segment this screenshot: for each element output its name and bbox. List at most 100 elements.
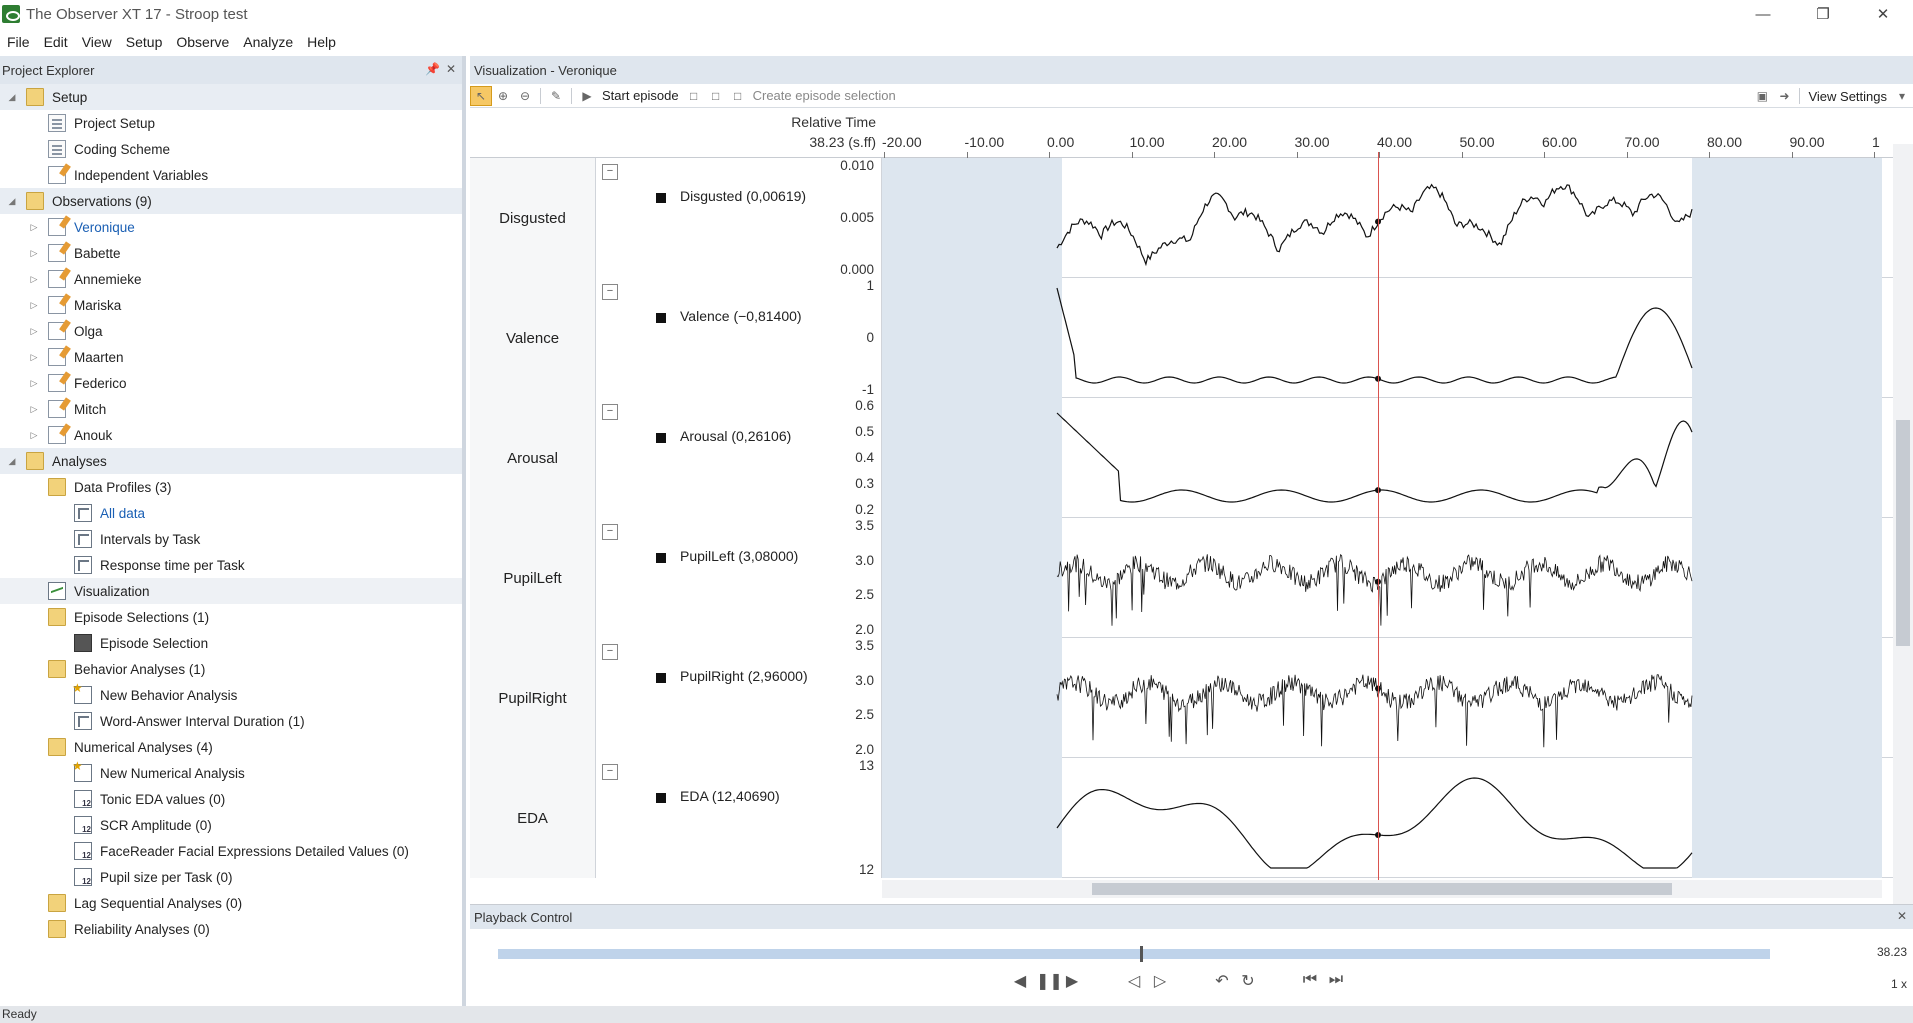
restore-icon[interactable]: ❐: [1816, 6, 1830, 23]
expand-arrow-icon[interactable]: ▷: [30, 377, 38, 388]
signal-plot[interactable]: [882, 518, 1882, 638]
collapse-icon[interactable]: −: [602, 404, 618, 420]
time-cursor-line[interactable]: [1378, 152, 1379, 880]
tree-reliability[interactable]: Reliability Analyses (0): [0, 916, 462, 942]
menu-file[interactable]: File: [7, 34, 30, 50]
signal-plot[interactable]: [882, 398, 1882, 518]
tree-item-observation[interactable]: ▷ Mariska: [0, 292, 462, 318]
tree-item-behavior-analysis[interactable]: Word-Answer Interval Duration (1): [0, 708, 462, 734]
time-tick-mark: [1626, 152, 1628, 158]
expand-arrow-icon[interactable]: ◢: [8, 195, 16, 206]
title-bar: The Observer XT 17 - Stroop test — ❐ ✕: [0, 0, 1913, 28]
tree-item-observation[interactable]: ▷ Mitch: [0, 396, 462, 422]
tree-item-observation[interactable]: ▷ Federico: [0, 370, 462, 396]
menu-help[interactable]: Help: [307, 34, 336, 50]
scrollbar-thumb[interactable]: [1896, 420, 1910, 646]
vertical-scrollbar[interactable]: [1893, 144, 1913, 904]
tree-item-numerical-analysis[interactable]: New Numerical Analysis: [0, 759, 462, 786]
minimize-icon[interactable]: —: [1755, 5, 1771, 23]
tree-item-numerical-analysis[interactable]: Tonic EDA values (0): [0, 786, 462, 812]
create-episode-selection-button[interactable]: Create episode selection: [752, 88, 896, 103]
play-reverse-icon[interactable]: ◀: [1013, 973, 1027, 990]
tree-data-profiles[interactable]: Data Profiles (3): [0, 474, 462, 500]
scrollbar-thumb[interactable]: [1092, 883, 1672, 895]
view-settings-button[interactable]: View Settings: [1808, 88, 1887, 104]
tree-item-data-profile[interactable]: All data: [0, 500, 462, 526]
expand-arrow-icon[interactable]: ▷: [30, 221, 38, 232]
tree-item-observation[interactable]: ▷ Veronique: [0, 214, 462, 240]
close-icon[interactable]: ✕: [1896, 909, 1907, 923]
chevron-down-icon[interactable]: ▾: [1898, 89, 1906, 103]
signal-plot[interactable]: [882, 278, 1882, 398]
expand-arrow-icon[interactable]: ◢: [8, 455, 16, 466]
redo-icon[interactable]: ↻: [1241, 973, 1255, 990]
zoom-in-icon[interactable]: ⊕: [497, 88, 509, 103]
tree-item-data-profile[interactable]: Intervals by Task: [0, 526, 462, 552]
collapse-icon[interactable]: −: [602, 764, 618, 780]
pin-icon[interactable]: 📌: [425, 62, 440, 76]
tree-item-behavior-analysis[interactable]: New Behavior Analysis: [0, 681, 462, 708]
collapse-icon[interactable]: −: [602, 524, 618, 540]
playback-speed[interactable]: 1 x: [1890, 977, 1907, 991]
menu-analyze[interactable]: Analyze: [243, 34, 294, 50]
horizontal-scrollbar[interactable]: [882, 880, 1882, 898]
expand-arrow-icon[interactable]: ▷: [30, 273, 38, 284]
play-icon[interactable]: ▶: [1065, 973, 1079, 990]
menu-observe[interactable]: Observe: [176, 34, 230, 50]
collapse-icon[interactable]: −: [602, 284, 618, 300]
tree-item-observation[interactable]: ▷ Annemieke: [0, 266, 462, 292]
collapse-icon[interactable]: −: [602, 644, 618, 660]
collapse-icon[interactable]: −: [602, 164, 618, 180]
menu-view[interactable]: View: [81, 34, 112, 50]
pause-icon[interactable]: ❚❚: [1036, 973, 1063, 990]
close-icon[interactable]: ✕: [1876, 6, 1890, 23]
start-episode-icon[interactable]: ▶: [582, 88, 592, 103]
tree-item-numerical-analysis[interactable]: FaceReader Facial Expressions Detailed V…: [0, 838, 462, 864]
signal-plot[interactable]: [882, 638, 1882, 758]
tree-numerical-analyses[interactable]: Numerical Analyses (4): [0, 734, 462, 760]
expand-arrow-icon[interactable]: ▷: [30, 299, 38, 310]
tree-item-observation[interactable]: ▷ Babette: [0, 240, 462, 266]
zoom-out-icon[interactable]: ⊖: [519, 88, 531, 103]
step-back-icon[interactable]: ◁: [1127, 973, 1141, 990]
tree-item-episode-selection[interactable]: Episode Selection: [0, 630, 462, 656]
close-icon[interactable]: ✕: [445, 62, 456, 76]
tree-item-numerical-analysis[interactable]: Pupil size per Task (0): [0, 864, 462, 890]
tree-item-observation[interactable]: ▷ Olga: [0, 318, 462, 344]
menu-edit[interactable]: Edit: [43, 34, 68, 50]
export-icon[interactable]: ➜: [1779, 89, 1790, 103]
tree-item-observation[interactable]: ▷ Maarten: [0, 344, 462, 370]
tree-item-coding-scheme[interactable]: Coding Scheme: [0, 136, 462, 162]
expand-arrow-icon[interactable]: ▷: [30, 429, 38, 440]
tree-item-observation[interactable]: ▷ Anouk: [0, 422, 462, 448]
playback-slider[interactable]: [498, 946, 1770, 962]
camera-icon[interactable]: ▣: [1756, 89, 1769, 103]
signal-plot[interactable]: [882, 158, 1882, 278]
start-episode-button[interactable]: Start episode: [602, 88, 679, 103]
playback-slider-thumb[interactable]: [1140, 946, 1143, 962]
tree-behavior-analyses[interactable]: Behavior Analyses (1): [0, 656, 462, 682]
expand-arrow-icon[interactable]: ▷: [30, 403, 38, 414]
tree-visualization[interactable]: Visualization: [0, 578, 462, 604]
tree-item-data-profile[interactable]: Response time per Task: [0, 552, 462, 578]
pointer-tool-icon[interactable]: ↖: [470, 85, 492, 106]
expand-arrow-icon[interactable]: ▷: [30, 325, 38, 336]
step-forward-icon[interactable]: ▷: [1153, 973, 1167, 990]
tree-episode-selections[interactable]: Episode Selections (1): [0, 604, 462, 630]
expand-arrow-icon[interactable]: ▷: [30, 351, 38, 362]
menu-setup[interactable]: Setup: [125, 34, 163, 50]
expand-arrow-icon[interactable]: ◢: [8, 91, 16, 102]
previous-icon[interactable]: ⏮: [1302, 971, 1318, 988]
next-icon[interactable]: ⏭: [1328, 971, 1344, 988]
tree-lag-sequential[interactable]: Lag Sequential Analyses (0): [0, 890, 462, 916]
tree-observations[interactable]: ◢ Observations (9): [0, 188, 462, 214]
expand-arrow-icon[interactable]: ▷: [30, 247, 38, 258]
tree-item-project-setup[interactable]: Project Setup: [0, 110, 462, 136]
edit-icon[interactable]: ✎: [550, 88, 562, 103]
undo-icon[interactable]: ↶: [1215, 973, 1229, 990]
tree-item-independent-variables[interactable]: Independent Variables: [0, 162, 462, 188]
tree-item-numerical-analysis[interactable]: SCR Amplitude (0): [0, 812, 462, 838]
tree-analyses[interactable]: ◢ Analyses: [0, 448, 462, 474]
signal-plot[interactable]: [882, 758, 1882, 878]
tree-setup[interactable]: ◢ Setup: [0, 84, 462, 110]
